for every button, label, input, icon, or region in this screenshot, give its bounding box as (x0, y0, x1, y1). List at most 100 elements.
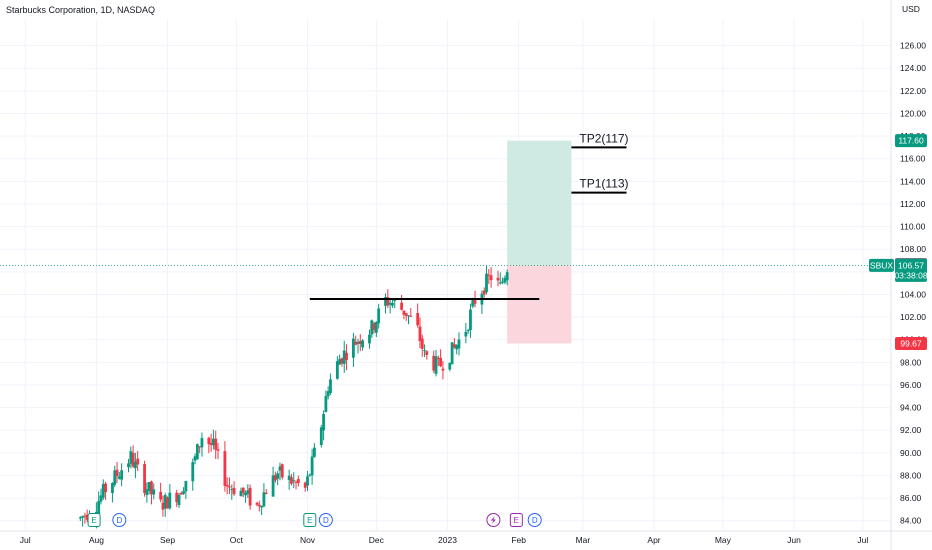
earnings-icon (303, 513, 317, 527)
candle-body (501, 281, 504, 283)
candle-body (409, 315, 413, 317)
candle-body (292, 480, 296, 482)
x-tick-label: Apr (647, 535, 660, 545)
candle-body (372, 323, 376, 331)
candle-body (276, 473, 280, 479)
candle-body (166, 497, 169, 509)
event-label: D (116, 516, 122, 525)
earnings-icon (87, 513, 101, 527)
candle-body (248, 487, 252, 506)
price-tag-text: 117.60 (898, 136, 924, 146)
position-zones (507, 140, 572, 344)
candle-body (329, 379, 332, 393)
candle-body (290, 477, 293, 484)
candle-body (260, 506, 264, 508)
x-tick-label: Jul (20, 535, 31, 545)
candle-body (271, 475, 275, 497)
x-tick-label: Jul (857, 535, 868, 545)
candle-body (505, 272, 509, 281)
candle-body (310, 456, 314, 476)
candle-body (352, 338, 355, 358)
candle-body (133, 461, 137, 469)
candle-body (97, 501, 101, 515)
y-tick-label: 102.00 (900, 312, 926, 322)
y-tick-label: 114.00 (900, 176, 926, 186)
y-tick-label: 88.00 (900, 470, 922, 480)
lightning-glyph (490, 516, 496, 524)
candle-body (503, 277, 507, 283)
candle-body (312, 447, 316, 457)
candle-body (326, 391, 330, 397)
symbol-tag (869, 258, 894, 272)
candle-body (209, 442, 213, 445)
y-tick-label: 112.00 (900, 199, 926, 209)
dividend-icon (318, 513, 333, 527)
x-tick-label: Oct (230, 535, 244, 545)
candle-body (168, 492, 172, 509)
candle-body (104, 483, 107, 493)
event-label: D (323, 516, 329, 525)
time-axis[interactable]: Jul Aug Sep Oct Nov Dec 2023 Feb Mar Apr May Jun Jul (0, 530, 932, 545)
event-label: E (514, 516, 519, 525)
candle-body (386, 297, 390, 306)
candle-body (420, 338, 424, 349)
candle-body (182, 491, 185, 494)
grid (0, 20, 890, 530)
event-label: E (91, 516, 96, 525)
candle-body (388, 303, 392, 305)
x-tick-label: Feb (511, 535, 526, 545)
candle-body (264, 492, 268, 495)
candle-body (191, 462, 195, 482)
candle-body (469, 309, 472, 331)
candle-body (303, 482, 307, 488)
candle-body (432, 355, 436, 371)
currency-label: USD (902, 4, 920, 14)
candle-body (257, 504, 261, 507)
candle-body (294, 481, 298, 483)
annotations: TP2(117) TP1(113) (571, 131, 629, 194)
candle-body (368, 334, 371, 344)
candle-body (136, 458, 140, 465)
candle-body (244, 492, 247, 496)
candle-body (374, 322, 378, 333)
candle-body (184, 480, 188, 492)
y-tick-label: 92.00 (900, 425, 922, 435)
candle-body (163, 495, 167, 509)
x-tick-label: Nov (300, 535, 316, 545)
candle-body (340, 358, 344, 364)
candle-body (131, 452, 135, 467)
candle-body (145, 489, 149, 496)
candle-body (161, 502, 165, 510)
candle-body (452, 344, 456, 348)
candle-body (214, 438, 218, 450)
candle-body (212, 438, 215, 446)
y-tick-label: 120.00 (900, 108, 926, 118)
y-tick-label: 126.00 (900, 41, 926, 51)
candle-body (111, 483, 114, 494)
x-tick-label: Sep (160, 535, 175, 545)
candle-body (78, 517, 82, 519)
candle-body (498, 282, 502, 284)
stop-zone (507, 265, 572, 344)
candle-body (262, 492, 266, 507)
candle-body (335, 361, 339, 379)
candle-body (175, 492, 179, 503)
price-axis[interactable]: 84.00 86.00 88.00 90.00 92.00 94.00 96.00 98.00… (890, 0, 926, 550)
candle-body (485, 273, 488, 293)
candle-body (223, 451, 227, 486)
candle-body (361, 340, 364, 348)
candle-body (129, 451, 133, 464)
x-tick-label: May (715, 535, 732, 545)
y-tick-label: 108.00 (900, 244, 926, 254)
y-tick-label: 124.00 (900, 63, 926, 73)
candle-body (179, 493, 183, 495)
candle-body (473, 298, 477, 304)
candle-body (322, 414, 325, 431)
candle-body (225, 484, 229, 487)
dividend-icon (112, 513, 127, 527)
candle-body (239, 490, 243, 497)
countdown-text: 03:38:08 (894, 270, 927, 280)
